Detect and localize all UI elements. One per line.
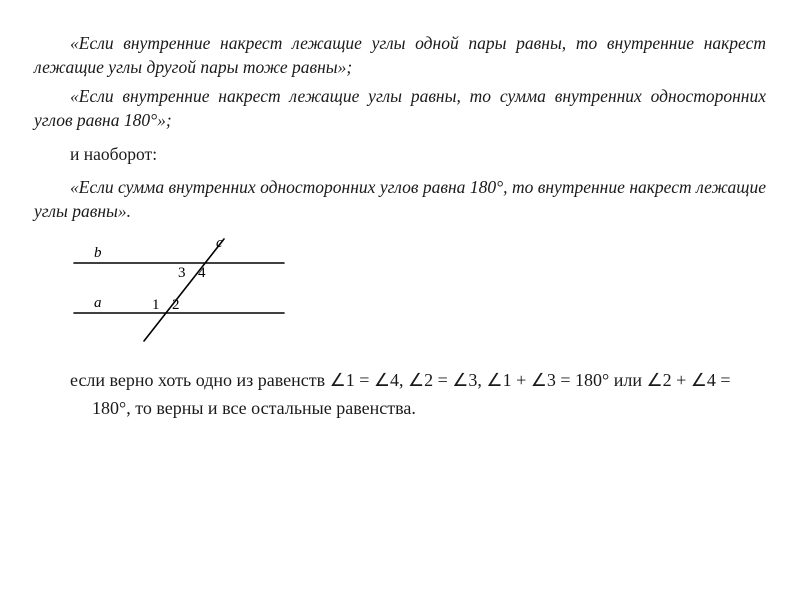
theorem-paragraph-2: «Если внутренние накрест лежащие углы ра… (34, 85, 766, 132)
page: «Если внутренние накрест лежащие углы од… (0, 0, 800, 443)
svg-text:1: 1 (152, 297, 160, 313)
diagram-svg: b a c 12 34 (64, 233, 304, 353)
svg-text:c: c (216, 235, 223, 251)
svg-text:a: a (94, 295, 102, 311)
theorem-paragraph-3: «Если сумма внутренних односторонних угл… (34, 176, 766, 223)
svg-text:4: 4 (198, 265, 206, 281)
conclusion-text: если верно хоть одно из равенств ∠1 = ∠4… (34, 367, 766, 423)
svg-text:2: 2 (172, 297, 180, 313)
parallel-lines-diagram: b a c 12 34 (64, 233, 304, 353)
svg-text:b: b (94, 245, 102, 261)
svg-text:3: 3 (178, 265, 186, 281)
connector-text: и наоборот: (34, 143, 766, 167)
theorem-paragraph-1: «Если внутренние накрест лежащие углы од… (34, 32, 766, 79)
